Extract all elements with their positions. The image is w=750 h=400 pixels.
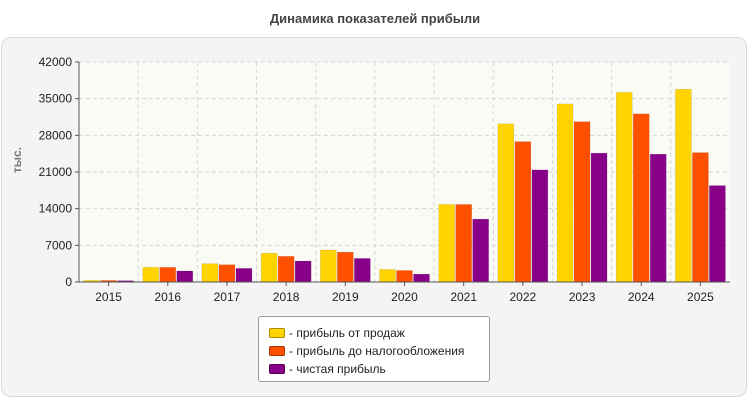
legend-item: - прибыль до налогообложения xyxy=(269,342,489,360)
bar xyxy=(556,103,574,283)
bar xyxy=(632,113,650,283)
bar xyxy=(590,152,608,283)
bars xyxy=(83,88,726,283)
y-tick-label: 21000 xyxy=(39,165,73,179)
x-tick-label: 2024 xyxy=(628,290,655,304)
bar xyxy=(379,269,396,283)
bar xyxy=(159,267,177,283)
bar xyxy=(615,92,633,283)
x-tick-labels: 2015 2016 2017 2018 2019 2020 2021 2022 2023 2024… xyxy=(95,290,714,304)
y-tick-labels: 0 7000 14000 21000 28000 35000 42000 xyxy=(39,55,73,289)
bar xyxy=(497,123,515,283)
legend: - прибыль от продаж - прибыль до налогоо… xyxy=(258,316,490,382)
bar xyxy=(675,88,692,283)
y-tick-label: 7000 xyxy=(45,238,72,252)
x-tick-label: 2018 xyxy=(273,290,300,304)
bar xyxy=(260,252,278,283)
bar xyxy=(294,260,312,283)
legend-item: - чистая прибыль xyxy=(269,360,489,378)
bar xyxy=(320,249,337,283)
x-tick-label: 2016 xyxy=(154,290,181,304)
chart-title: Динамика показателей прибыли xyxy=(269,11,481,26)
bar xyxy=(531,169,549,283)
x-tick-label: 2021 xyxy=(450,290,477,304)
legend-swatch xyxy=(269,328,285,338)
bar xyxy=(692,152,709,283)
bar xyxy=(649,153,667,283)
bar xyxy=(337,251,354,283)
x-tick-label: 2020 xyxy=(391,290,418,304)
y-tick-label: 14000 xyxy=(39,202,73,216)
bar xyxy=(413,273,430,283)
y-tick-label: 42000 xyxy=(39,55,73,69)
x-tick-label: 2025 xyxy=(687,290,714,304)
bar xyxy=(396,270,413,283)
legend-label: - прибыль до налогообложения xyxy=(289,344,465,358)
bar xyxy=(455,204,472,283)
x-tick-label: 2017 xyxy=(214,290,241,304)
legend-swatch xyxy=(269,346,285,356)
x-tick-label: 2015 xyxy=(95,290,122,304)
bar xyxy=(573,121,591,283)
x-tick-label: 2022 xyxy=(510,290,537,304)
legend-label: - чистая прибыль xyxy=(289,362,386,376)
y-tick-label: 0 xyxy=(65,275,72,289)
y-tick-label: 28000 xyxy=(39,128,73,142)
bar xyxy=(514,141,532,283)
legend-swatch xyxy=(269,364,285,374)
y-tick-label: 35000 xyxy=(39,92,73,106)
axes xyxy=(75,61,730,286)
bar xyxy=(277,256,295,283)
legend-label: - прибыль от продаж xyxy=(289,326,405,340)
bar xyxy=(438,204,455,283)
bar xyxy=(142,267,160,283)
bar xyxy=(472,218,489,283)
bar xyxy=(709,185,726,283)
bar xyxy=(218,264,236,283)
x-tick-label: 2019 xyxy=(332,290,359,304)
bar xyxy=(354,258,371,283)
y-axis-label: тыс. xyxy=(10,147,24,173)
bar xyxy=(201,263,219,283)
bar xyxy=(176,270,194,283)
bar xyxy=(235,268,253,283)
x-tick-label: 2023 xyxy=(569,290,596,304)
legend-item: - прибыль от продаж xyxy=(269,324,489,342)
